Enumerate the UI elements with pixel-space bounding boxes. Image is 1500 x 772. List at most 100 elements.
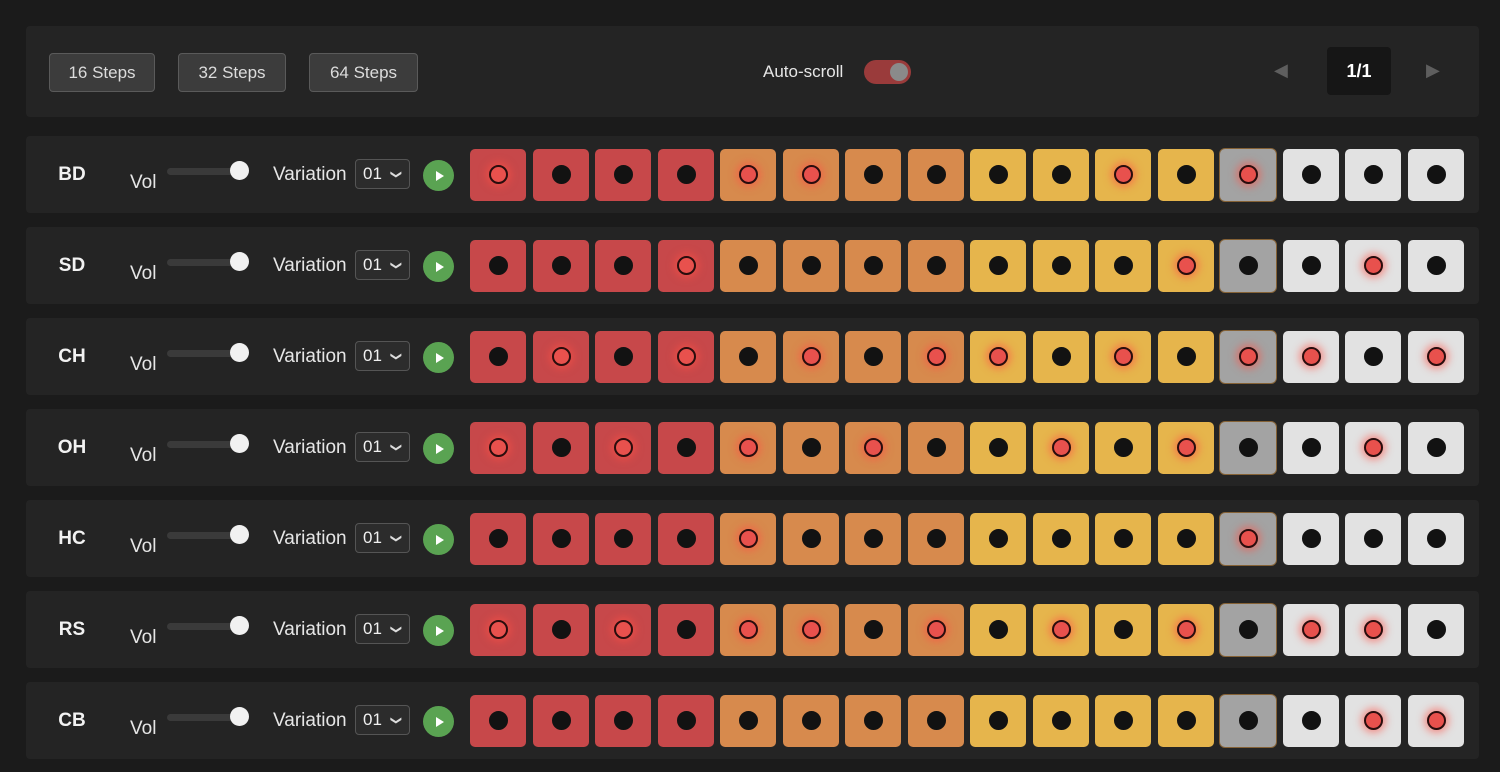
step-pad[interactable] [1032, 149, 1089, 201]
step-pad[interactable] [1220, 604, 1276, 656]
step-pad[interactable] [1095, 422, 1151, 474]
step-pad[interactable] [657, 422, 714, 474]
step-pad[interactable] [470, 240, 526, 292]
step-pad[interactable] [595, 149, 651, 201]
step-pad[interactable] [1157, 149, 1214, 201]
step-pad[interactable] [782, 240, 839, 292]
steps-64-button[interactable]: 64 Steps [309, 53, 418, 92]
play-button[interactable] [423, 160, 454, 191]
step-pad[interactable] [1220, 149, 1276, 201]
step-pad[interactable] [470, 331, 526, 383]
variation-select[interactable]: 01 ❯ [355, 250, 410, 280]
step-pad[interactable] [1282, 331, 1339, 383]
step-pad[interactable] [1157, 695, 1214, 747]
step-pad[interactable] [782, 149, 839, 201]
step-pad[interactable] [970, 422, 1026, 474]
play-button[interactable] [423, 251, 454, 282]
step-pad[interactable] [595, 422, 651, 474]
step-pad[interactable] [907, 331, 964, 383]
step-pad[interactable] [845, 513, 901, 565]
step-pad[interactable] [470, 695, 526, 747]
step-pad[interactable] [532, 695, 589, 747]
step-pad[interactable] [595, 513, 651, 565]
step-pad[interactable] [1095, 149, 1151, 201]
step-pad[interactable] [595, 604, 651, 656]
step-pad[interactable] [970, 240, 1026, 292]
step-pad[interactable] [1282, 513, 1339, 565]
step-pad[interactable] [657, 331, 714, 383]
step-pad[interactable] [1407, 240, 1464, 292]
step-pad[interactable] [532, 422, 589, 474]
step-pad[interactable] [657, 695, 714, 747]
step-pad[interactable] [782, 422, 839, 474]
step-pad[interactable] [1345, 422, 1401, 474]
step-pad[interactable] [1032, 331, 1089, 383]
step-pad[interactable] [470, 422, 526, 474]
step-pad[interactable] [1157, 513, 1214, 565]
volume-slider[interactable] [167, 350, 247, 357]
variation-select[interactable]: 01 ❯ [355, 341, 410, 371]
step-pad[interactable] [1220, 240, 1276, 292]
step-pad[interactable] [595, 240, 651, 292]
step-pad[interactable] [470, 513, 526, 565]
prev-page-icon[interactable]: ◀ [1274, 60, 1288, 80]
next-page-icon[interactable]: ▶ [1426, 60, 1440, 80]
step-pad[interactable] [845, 695, 901, 747]
step-pad[interactable] [970, 331, 1026, 383]
volume-slider[interactable] [167, 532, 247, 539]
step-pad[interactable] [1407, 695, 1464, 747]
volume-slider-thumb[interactable] [230, 434, 249, 453]
step-pad[interactable] [782, 331, 839, 383]
step-pad[interactable] [1220, 695, 1276, 747]
step-pad[interactable] [1157, 331, 1214, 383]
step-pad[interactable] [532, 240, 589, 292]
step-pad[interactable] [1095, 695, 1151, 747]
volume-slider-thumb[interactable] [230, 525, 249, 544]
step-pad[interactable] [1282, 695, 1339, 747]
step-pad[interactable] [1157, 422, 1214, 474]
steps-16-button[interactable]: 16 Steps [49, 53, 155, 92]
step-pad[interactable] [532, 604, 589, 656]
variation-select[interactable]: 01 ❯ [355, 614, 410, 644]
step-pad[interactable] [532, 513, 589, 565]
step-pad[interactable] [595, 331, 651, 383]
volume-slider[interactable] [167, 623, 247, 630]
step-pad[interactable] [1282, 149, 1339, 201]
step-pad[interactable] [1220, 331, 1276, 383]
step-pad[interactable] [1345, 695, 1401, 747]
step-pad[interactable] [1157, 240, 1214, 292]
step-pad[interactable] [657, 513, 714, 565]
volume-slider-thumb[interactable] [230, 343, 249, 362]
step-pad[interactable] [657, 149, 714, 201]
step-pad[interactable] [1032, 240, 1089, 292]
step-pad[interactable] [1095, 513, 1151, 565]
step-pad[interactable] [1407, 422, 1464, 474]
step-pad[interactable] [1095, 604, 1151, 656]
autoscroll-toggle[interactable] [864, 60, 911, 84]
step-pad[interactable] [845, 240, 901, 292]
step-pad[interactable] [1095, 240, 1151, 292]
step-pad[interactable] [845, 331, 901, 383]
step-pad[interactable] [1032, 422, 1089, 474]
step-pad[interactable] [720, 604, 776, 656]
step-pad[interactable] [657, 240, 714, 292]
step-pad[interactable] [1032, 695, 1089, 747]
step-pad[interactable] [1282, 240, 1339, 292]
step-pad[interactable] [970, 149, 1026, 201]
step-pad[interactable] [970, 695, 1026, 747]
step-pad[interactable] [1345, 240, 1401, 292]
step-pad[interactable] [470, 604, 526, 656]
step-pad[interactable] [595, 695, 651, 747]
step-pad[interactable] [720, 149, 776, 201]
step-pad[interactable] [845, 149, 901, 201]
step-pad[interactable] [1220, 422, 1276, 474]
step-pad[interactable] [1095, 331, 1151, 383]
step-pad[interactable] [907, 695, 964, 747]
steps-32-button[interactable]: 32 Steps [178, 53, 286, 92]
step-pad[interactable] [1282, 604, 1339, 656]
step-pad[interactable] [1220, 513, 1276, 565]
step-pad[interactable] [720, 331, 776, 383]
step-pad[interactable] [907, 240, 964, 292]
step-pad[interactable] [1407, 604, 1464, 656]
variation-select[interactable]: 01 ❯ [355, 159, 410, 189]
